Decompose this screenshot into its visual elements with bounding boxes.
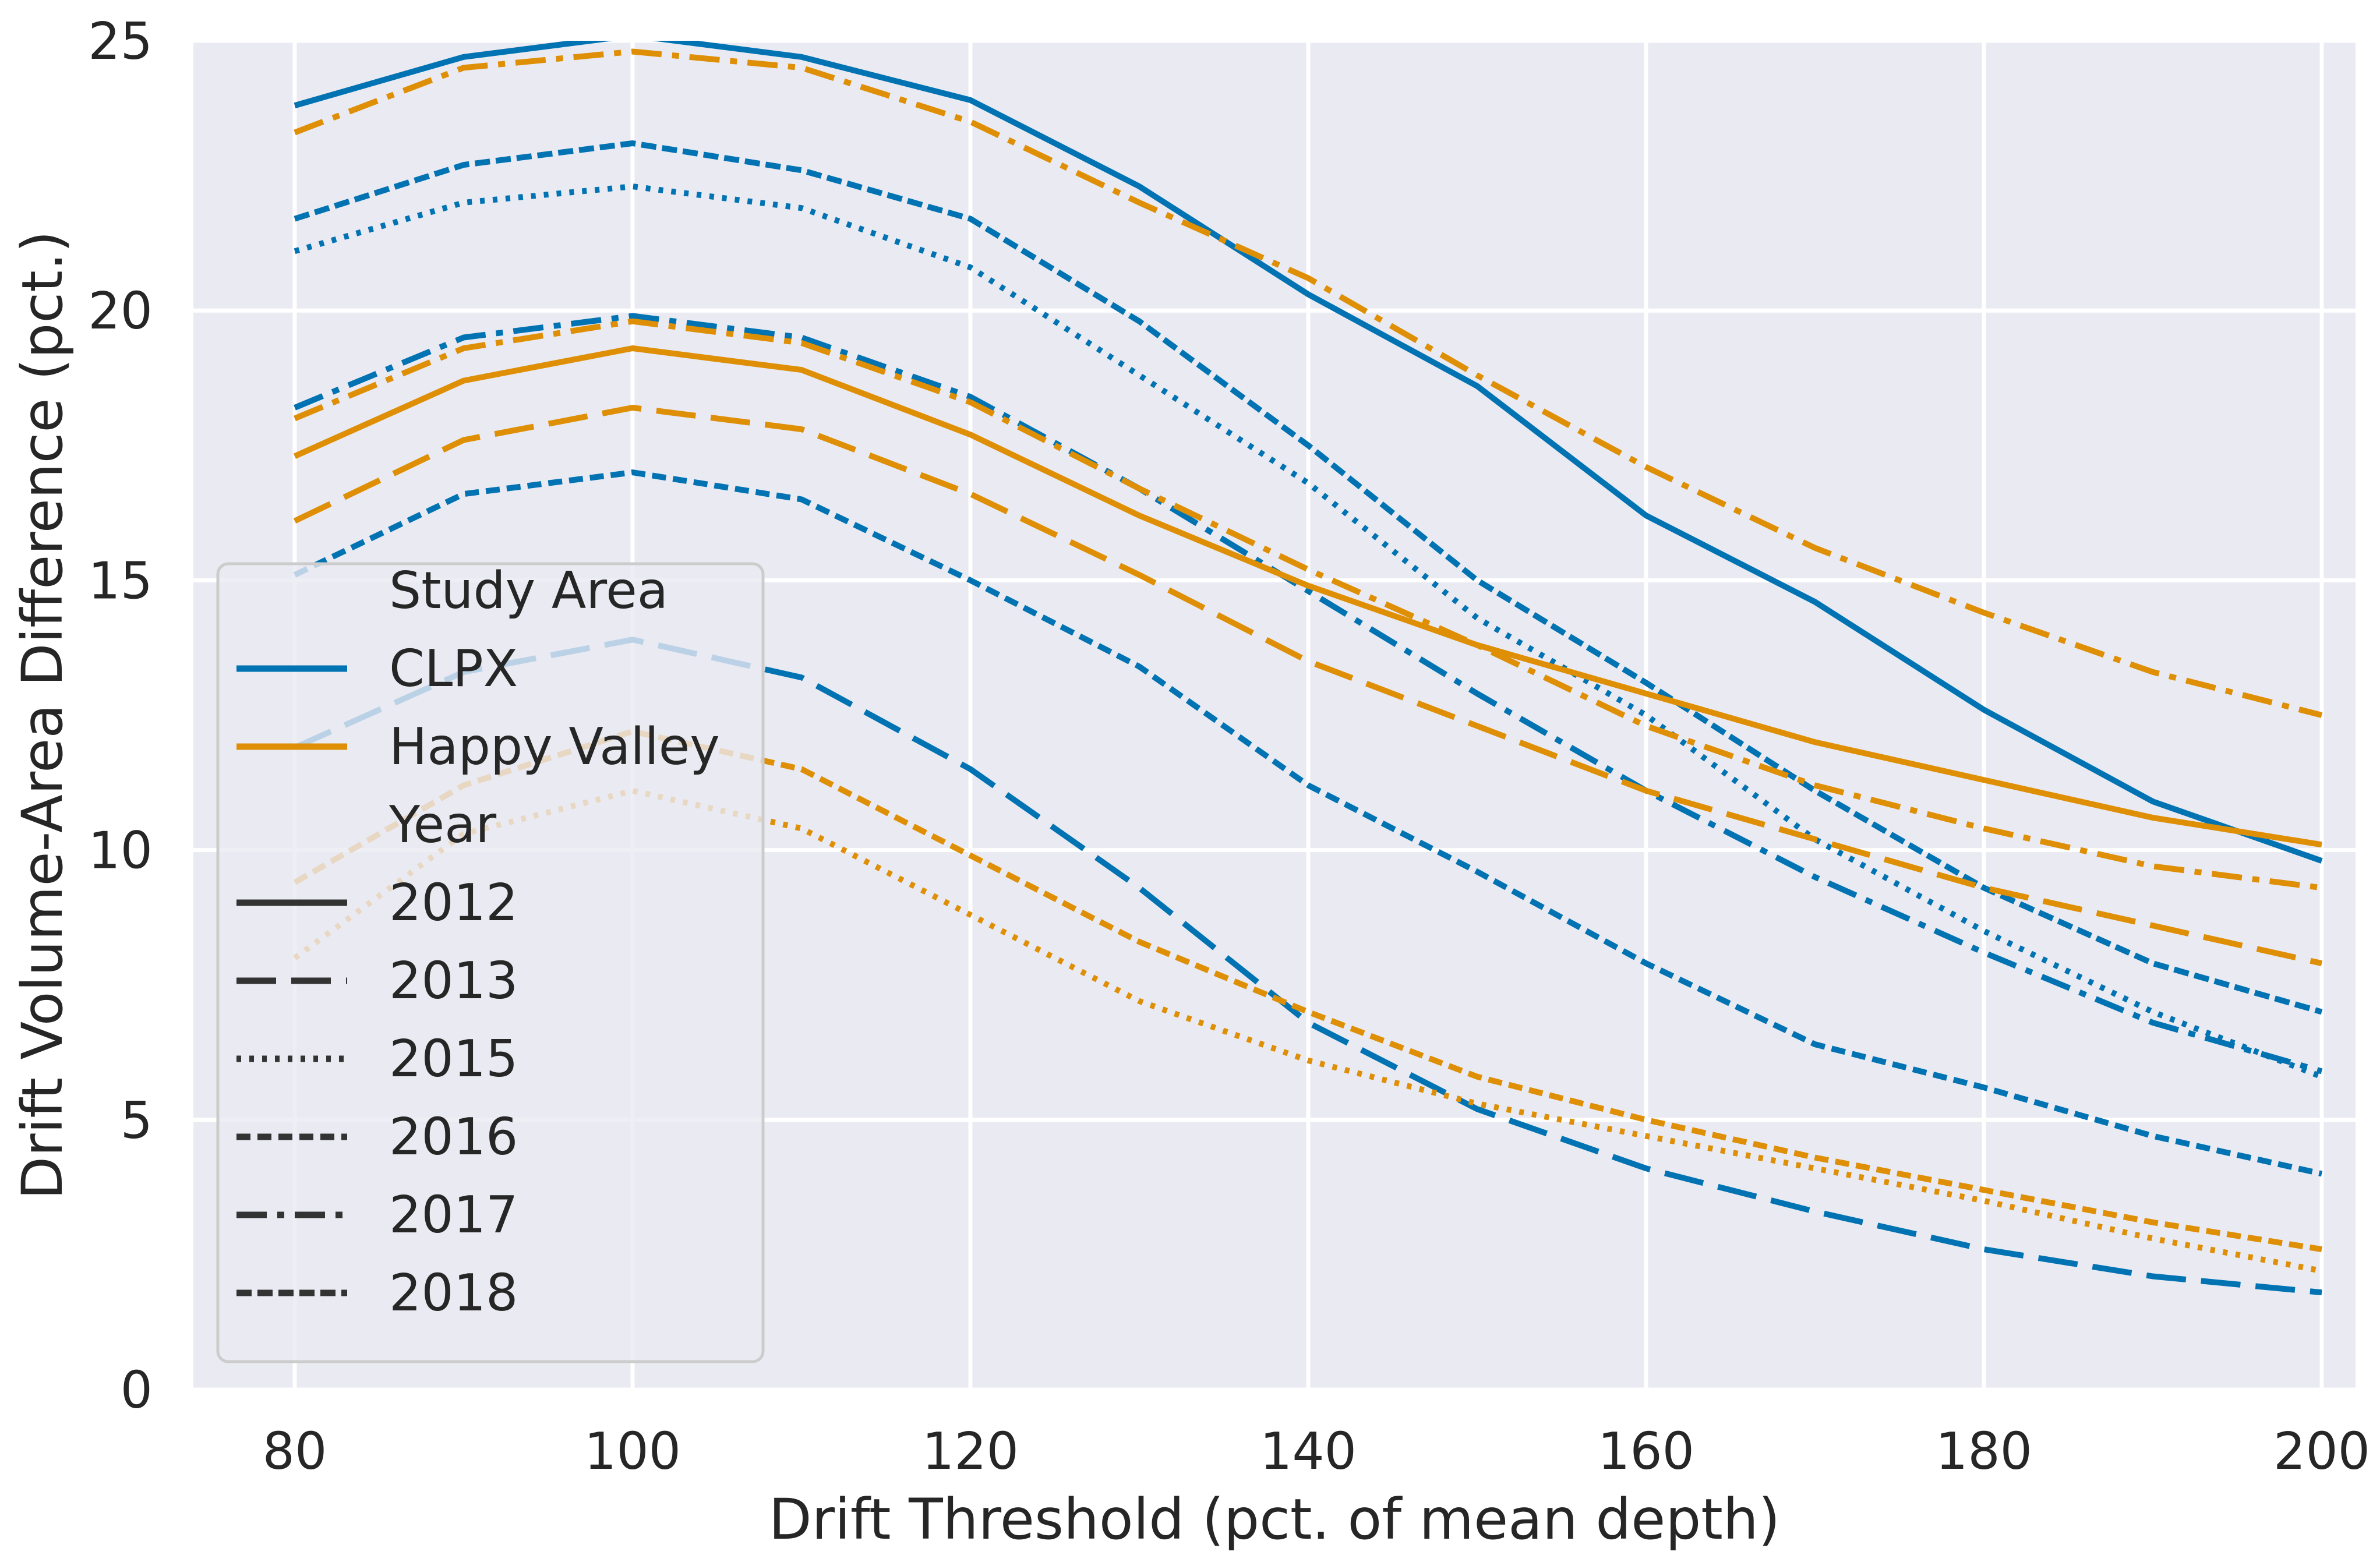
y-tick-label: 20 — [88, 281, 153, 341]
x-tick-label: 200 — [2273, 1422, 2370, 1481]
x-tick-label: 160 — [1598, 1422, 1694, 1481]
legend-label: Study Area — [389, 561, 668, 620]
x-tick-label: 120 — [922, 1422, 1019, 1481]
legend-label: Year — [389, 795, 496, 854]
x-axis-label: Drift Threshold (pct. of mean depth) — [769, 1487, 1780, 1552]
x-tick-label: 180 — [1936, 1422, 2032, 1481]
series-line-happy-valley-2015 — [293, 787, 2322, 1274]
y-axis-ticks: 0 5 10 15 20 25 — [88, 12, 153, 1420]
y-tick-label: 25 — [88, 12, 153, 71]
series-lines — [293, 41, 2323, 1296]
legend-box — [216, 562, 765, 1363]
x-tick-label: 140 — [1260, 1422, 1357, 1481]
y-tick-label: 5 — [121, 1091, 153, 1150]
legend: Study Area CLPX Happy Valley Year 2012 2013 20… — [216, 561, 765, 1363]
legend-label: 2017 — [389, 1185, 518, 1245]
y-tick-label: 15 — [88, 551, 153, 610]
y-tick-label: 10 — [88, 821, 153, 881]
legend-label: 2018 — [389, 1263, 518, 1323]
series-line-clpx-2016 — [293, 469, 2323, 1177]
legend-label: Happy Valley — [389, 717, 720, 776]
x-axis-ticks: 80 100 120 140 160 180 200 — [263, 1422, 2370, 1481]
series-line-happy-valley-2016 — [293, 728, 2322, 1253]
series-line-clpx-2018 — [294, 140, 2323, 1015]
series-line-clpx-2012 — [294, 41, 2323, 864]
series-line-happy-valley-2017 — [294, 318, 2322, 891]
series-line-happy-valley-2012 — [293, 345, 2322, 848]
series-line-happy-valley-2018 — [294, 48, 2323, 718]
y-tick-label: 0 — [121, 1360, 153, 1420]
y-axis-label: Drift Volume-Area Difference (pct.) — [10, 231, 75, 1200]
legend-label: 2016 — [389, 1107, 518, 1167]
legend-label: CLPX — [389, 639, 518, 698]
legend-label: 2012 — [389, 873, 518, 932]
x-tick-label: 80 — [263, 1422, 327, 1481]
series-line-clpx-2017 — [294, 313, 2323, 1075]
legend-label: 2015 — [389, 1029, 518, 1088]
series-line-happy-valley-2013 — [293, 405, 2323, 966]
legend-label: 2013 — [389, 951, 518, 1010]
x-tick-label: 100 — [584, 1422, 681, 1481]
